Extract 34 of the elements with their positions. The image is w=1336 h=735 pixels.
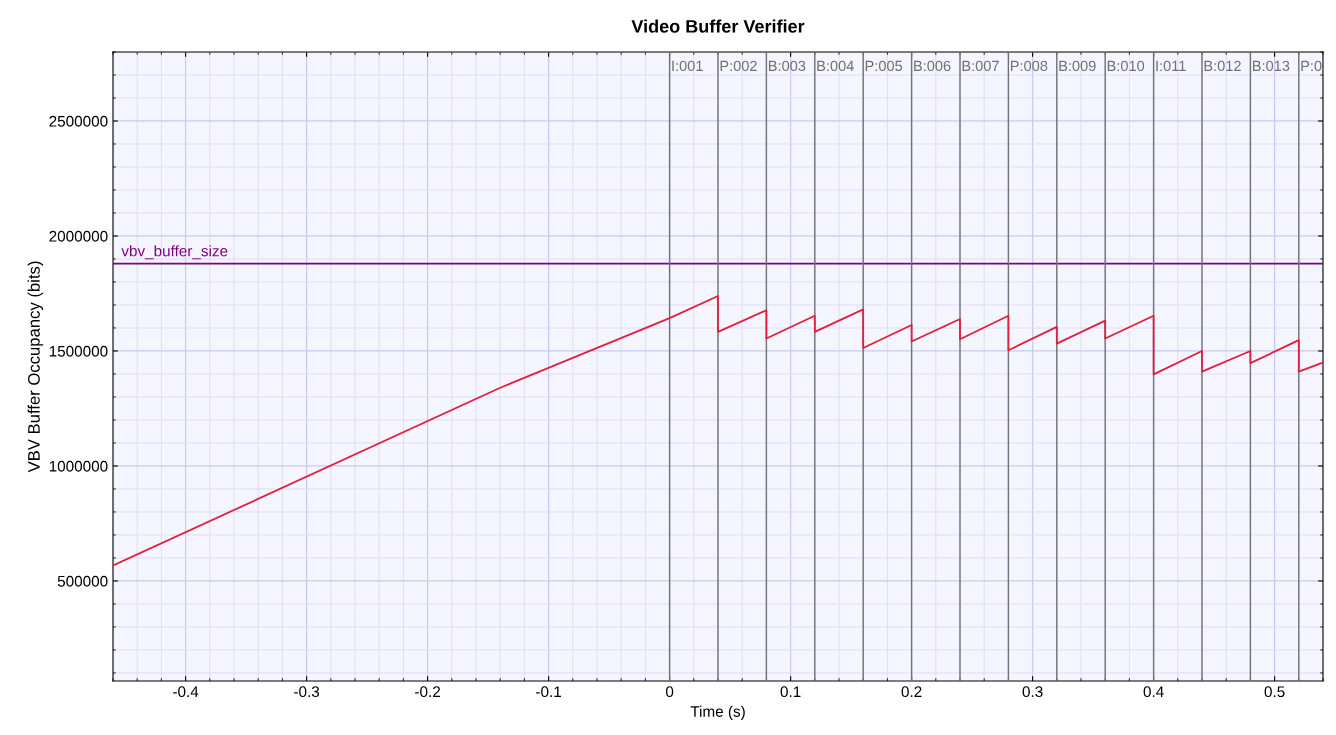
annotation: P:002 <box>720 60 757 72</box>
x-tick-label: 0.1 <box>780 686 801 698</box>
annotation: B:010 <box>1107 60 1145 72</box>
ref-line-label: vbv_buffer_size <box>121 245 228 260</box>
y-tick-label: 2000000 <box>49 230 108 242</box>
annotation: I:011 <box>1156 60 1186 72</box>
x-tick-label: -0.3 <box>294 686 320 698</box>
annotation: B:009 <box>1059 60 1096 72</box>
annotation: B:012 <box>1204 60 1241 72</box>
annotation: B:006 <box>914 60 951 72</box>
x-tick-label: -0.1 <box>536 686 562 698</box>
chart-title: Video Buffer Verifier <box>631 19 805 33</box>
annotation: B:004 <box>817 60 854 72</box>
y-tick-label: 1500000 <box>49 345 108 357</box>
x-tick-label: 0.5 <box>1264 686 1285 698</box>
annotation: B:013 <box>1252 60 1290 72</box>
x-tick-label: 0 <box>665 686 674 698</box>
annotation: I:001 <box>672 60 703 72</box>
x-tick-label: 0.3 <box>1022 686 1043 698</box>
y-axis-title: VBV Buffer Occupancy (bits) <box>27 261 44 473</box>
line-series <box>113 295 1323 567</box>
x-tick-label: -0.2 <box>415 686 440 698</box>
x-tick-label: -0.4 <box>173 686 199 698</box>
annotation: P:0 <box>1301 60 1322 72</box>
y-tick-label: 500000 <box>57 575 108 587</box>
annotation: B:007 <box>962 60 999 72</box>
annotation: B:003 <box>768 60 806 72</box>
y-tick-label: 1000000 <box>49 460 108 472</box>
annotation: P:005 <box>865 60 903 72</box>
x-tick-label: 0.4 <box>1143 686 1164 698</box>
annotation: P:008 <box>1010 60 1048 72</box>
y-tick-label: 2500000 <box>49 115 108 127</box>
x-tick-label: 0.2 <box>901 686 922 698</box>
x-axis-title: Time (s) <box>690 705 745 720</box>
